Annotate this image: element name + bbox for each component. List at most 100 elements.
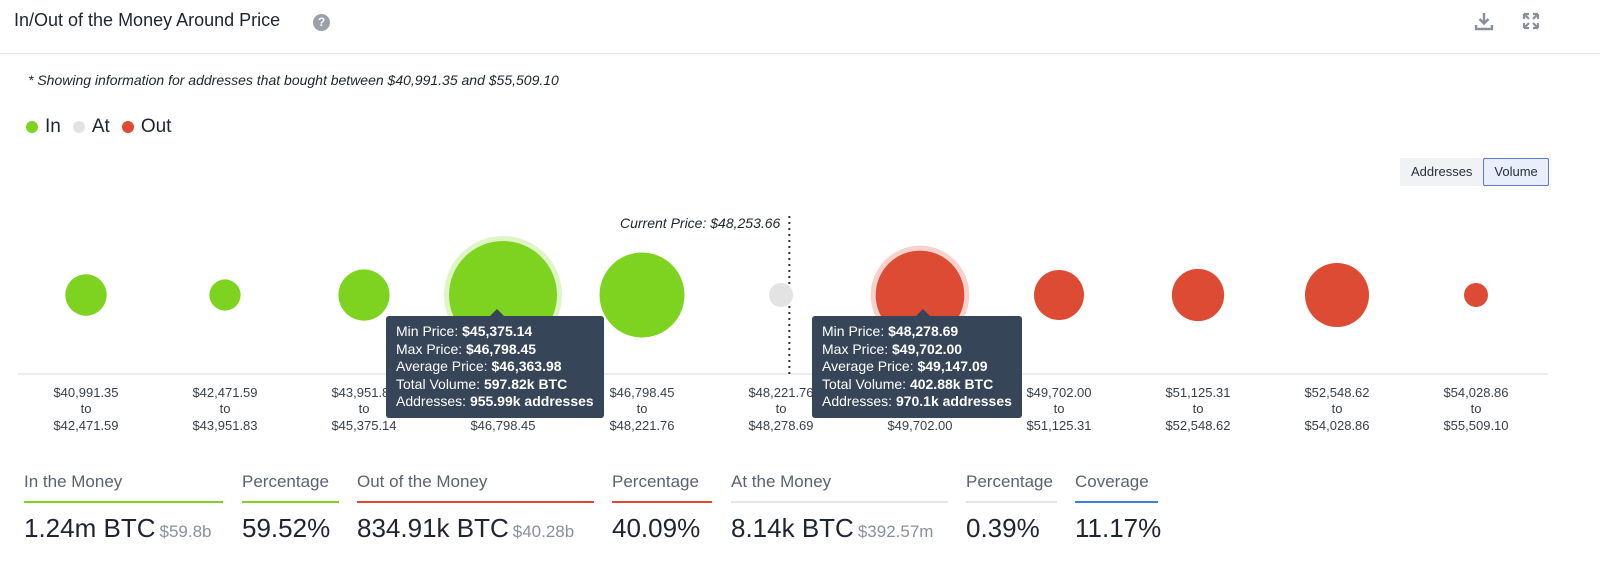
tooltip-avg-value: $46,363.98	[491, 358, 562, 374]
legend-dot-out	[121, 121, 134, 133]
chart-header: In/Out of the Money Around Price ?	[0, 0, 1600, 54]
stat-value: 40.09%	[612, 513, 701, 543]
tooltip-min-value: $48,278.69	[888, 323, 959, 339]
legend: In At Out	[26, 116, 171, 138]
stat-usd-value: $59.8b	[159, 522, 212, 541]
stat-label: Percentage	[242, 472, 339, 503]
bucket-label-to: $42,471.59	[53, 418, 118, 433]
bucket-label-to: $48,221.76	[609, 418, 674, 433]
tooltip-avg-label: Average Price:	[396, 358, 488, 374]
bucket-label-from: $51,125.31	[1165, 385, 1230, 400]
current-price-label: Current Price: $48,253.66	[620, 215, 781, 231]
bucket-label-to: $54,028.86	[1304, 418, 1369, 433]
legend-item-out[interactable]: Out	[121, 116, 172, 138]
bubble-in[interactable]	[338, 269, 390, 321]
stat-usd-value: $392.57m	[857, 522, 934, 541]
bubble-out[interactable]	[1034, 270, 1084, 320]
stat-label: Percentage	[966, 472, 1057, 503]
bucket-label-to-word: to	[1471, 401, 1482, 416]
stat-in-the-money: In the Money 1.24m BTC $59.8b	[24, 472, 223, 544]
legend-label-at: At	[91, 116, 110, 137]
tooltip-min-label: Min Price:	[396, 323, 459, 339]
tooltip-vol-value: 402.88k BTC	[909, 375, 994, 392]
bucket-label-to: $48,278.69	[748, 418, 813, 433]
bucket-label-to: $51,125.31	[1026, 418, 1091, 433]
bubble-at[interactable]	[769, 283, 793, 307]
summary-stats: In the Money 1.24m BTC $59.8b Percentage …	[0, 472, 1600, 562]
legend-item-at[interactable]: At	[72, 116, 110, 138]
tooltip-max-value: $49,702.00	[892, 340, 963, 357]
legend-dot-at	[72, 121, 85, 133]
tooltip-avg-value: $49,147.09	[917, 358, 988, 374]
legend-item-in[interactable]: In	[26, 116, 61, 138]
bubble-out[interactable]	[1171, 268, 1225, 322]
bubble-tooltip: Min Price: $48,278.69 Max Price: $49,702…	[812, 309, 1022, 418]
range-note: * Showing information for addresses that…	[28, 72, 559, 88]
stat-value: 59.52%	[242, 513, 331, 543]
tooltip-max-label: Max Price:	[822, 340, 889, 357]
bucket-label-from: $42,471.59	[192, 385, 257, 400]
legend-label-out: Out	[140, 116, 172, 137]
tooltip-min-label: Min Price:	[822, 323, 885, 339]
stat-label: Percentage	[612, 472, 712, 503]
bucket-label-from: $49,702.00	[1026, 385, 1091, 400]
stat-coverage: Coverage 11.17%	[1075, 472, 1162, 544]
volume-toggle-button[interactable]: Volume	[1483, 158, 1549, 186]
stat-value: 8.14k BTC	[731, 513, 854, 543]
stat-label: In the Money	[24, 472, 223, 503]
stat-out-percentage: Percentage 40.09%	[612, 472, 712, 544]
bucket-label-to-word: to	[637, 401, 648, 416]
bucket-label-from: $54,028.86	[1443, 385, 1508, 400]
tooltip-addr-label: Addresses:	[396, 393, 467, 409]
bubble-tooltip: Min Price: $45,375.14 Max Price: $46,798…	[386, 309, 604, 418]
bubble-out[interactable]	[1464, 283, 1488, 307]
download-icon[interactable]	[1474, 11, 1494, 31]
bucket-label-from: $48,221.76	[748, 385, 813, 400]
bucket-label-to-word: to	[359, 401, 370, 416]
bucket-label-to-word: to	[1193, 401, 1204, 416]
stat-label: Out of the Money	[357, 472, 594, 503]
stat-label: At the Money	[731, 472, 948, 503]
stat-value: 834.91k BTC	[357, 513, 509, 543]
bucket-label-to-word: to	[1054, 401, 1065, 416]
tooltip-vol-label: Total Volume:	[396, 375, 481, 392]
bubble-in[interactable]	[65, 274, 107, 316]
stat-usd-value: $40.28b	[512, 522, 575, 541]
bucket-label-from: $43,951.83	[331, 385, 396, 400]
metric-toggle: Addresses Volume	[1400, 158, 1549, 186]
bucket-label-from: $40,991.35	[53, 385, 118, 400]
bubble-in[interactable]	[209, 279, 241, 311]
tooltip-addr-value: 955.99k addresses	[469, 393, 594, 409]
bucket-label-to: $45,375.14	[331, 418, 396, 433]
question-circle-icon[interactable]: ?	[313, 14, 330, 31]
tooltip-min-value: $45,375.14	[462, 323, 533, 339]
bucket-label-to-word: to	[81, 401, 92, 416]
stat-at-the-money: At the Money 8.14k BTC $392.57m	[731, 472, 948, 544]
stat-at-percentage: Percentage 0.39%	[966, 472, 1057, 544]
bucket-label-to: $43,951.83	[192, 418, 257, 433]
tooltip-max-label: Max Price:	[396, 340, 463, 357]
expand-icon[interactable]	[1521, 11, 1541, 31]
bubble-out[interactable]	[1304, 262, 1370, 328]
bucket-label-from: $46,798.45	[609, 385, 674, 400]
legend-label-in: In	[45, 116, 61, 137]
bucket-label-to: $55,509.10	[1443, 418, 1508, 433]
tooltip-avg-label: Average Price:	[822, 358, 914, 374]
stat-label: Coverage	[1075, 472, 1158, 503]
legend-dot-in	[26, 121, 38, 133]
bubble-chart: Current Price: $48,253.66$40,991.35to$42…	[18, 215, 1548, 433]
tooltip-addr-label: Addresses:	[822, 393, 893, 409]
stat-value: 1.24m BTC	[24, 513, 156, 543]
bucket-label-from: $52,548.62	[1304, 385, 1369, 400]
stat-in-percentage: Percentage 59.52%	[242, 472, 339, 544]
bucket-label-to-word: to	[1332, 401, 1343, 416]
tooltip-vol-value: 597.82k BTC	[483, 375, 568, 392]
tooltip-vol-label: Total Volume:	[822, 375, 907, 392]
page-title: In/Out of the Money Around Price	[14, 10, 281, 30]
bucket-label-to: $49,702.00	[887, 418, 952, 433]
addresses-toggle-button[interactable]: Addresses	[1400, 158, 1484, 186]
bubble-in[interactable]	[599, 252, 685, 338]
stat-value: 11.17%	[1075, 513, 1162, 543]
bucket-label-to-word: to	[776, 401, 787, 416]
stat-value: 0.39%	[966, 513, 1040, 543]
